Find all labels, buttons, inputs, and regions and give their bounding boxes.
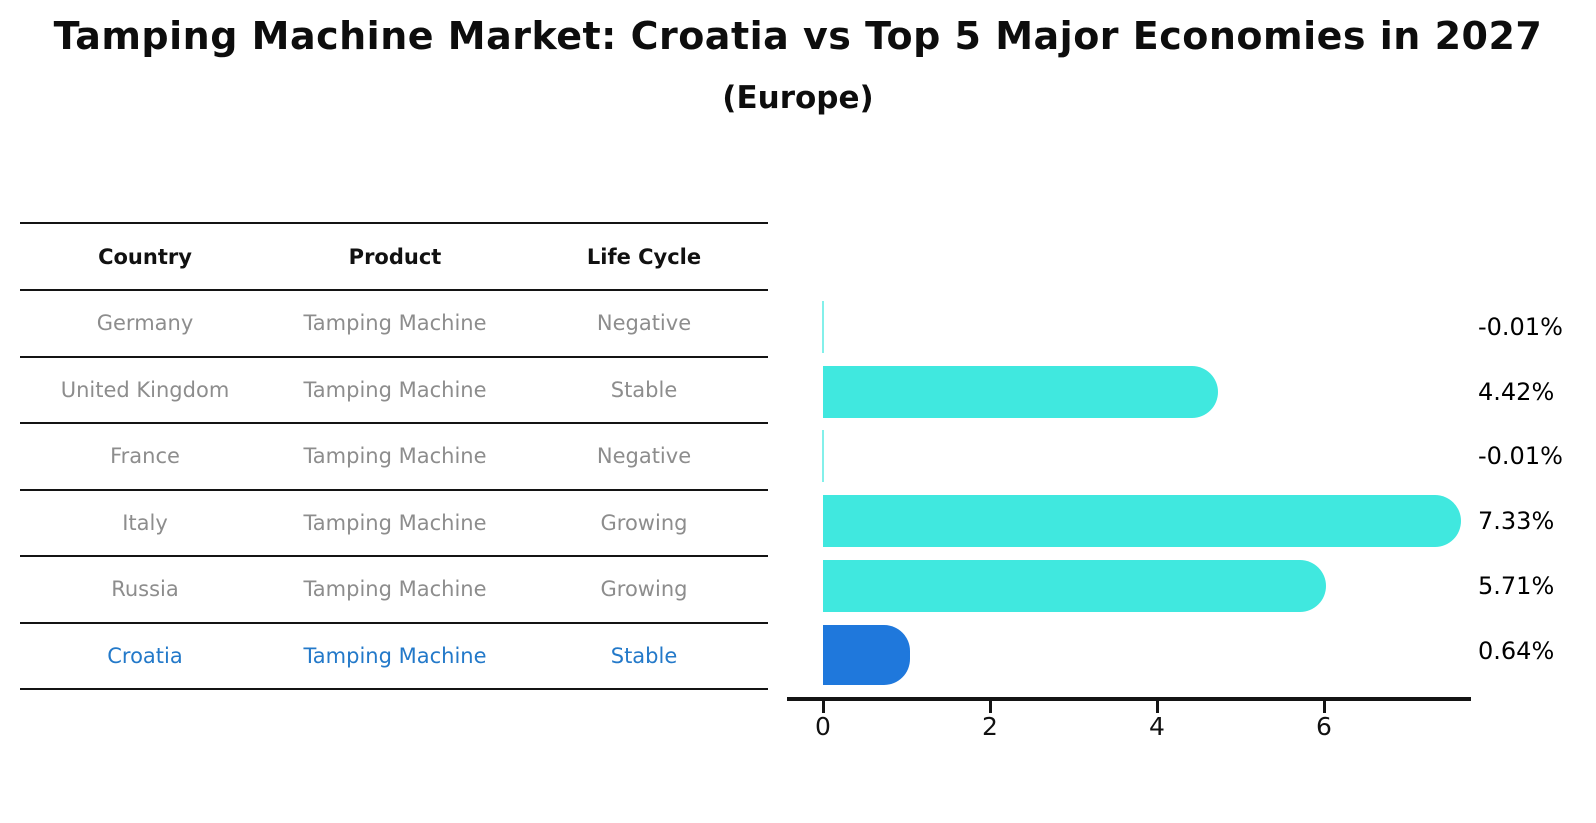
x-axis-tick [1155,701,1159,713]
cell-country: Russia [111,577,179,602]
cell-product: Tamping Machine [303,311,487,336]
cell-life-cycle: Stable [610,377,678,402]
bar-croatia [823,625,911,685]
bar-germany [822,301,824,353]
cell-life-cycle: Negative [596,444,692,469]
x-axis-tick [1322,701,1326,713]
bar-united-kingdom [823,366,1219,418]
bar-russia [823,560,1326,612]
country-table: Country Product Life Cycle Germany Tampi… [20,222,768,690]
cell-product: Tamping Machine [303,377,487,402]
cell-product: Tamping Machine [303,444,487,469]
cell-country: France [110,444,180,469]
bar-italy [823,495,1462,547]
table-row: United Kingdom Tamping Machine Stable [20,358,768,424]
cell-country: Germany [96,311,194,336]
x-axis-tick-label: 2 [982,712,998,741]
chart-subtitle: (Europe) [722,80,874,116]
x-axis-tick [988,701,992,713]
cell-country: United Kingdom [60,377,230,402]
value-label-croatia: 0.64% [1478,637,1555,665]
header-life-cycle: Life Cycle [586,244,702,269]
table-row: France Tamping Machine Negative [20,424,768,491]
table-row-croatia: Croatia Tamping Machine Stable [20,624,768,690]
bar-france [822,430,824,482]
cell-life-cycle: Stable [610,643,678,668]
x-axis-line [787,697,1471,701]
chart-title: Tamping Machine Market: Croatia vs Top 5… [53,14,1543,58]
value-label-germany: -0.01% [1478,313,1563,341]
bar-chart: 0 2 4 6 [787,0,1596,823]
value-label-italy: 7.33% [1478,507,1555,535]
table-row: Italy Tamping Machine Growing [20,491,768,557]
table-row: Russia Tamping Machine Growing [20,557,768,624]
cell-country: Italy [122,510,168,535]
cell-product: Tamping Machine [303,577,487,602]
table-header-row: Country Product Life Cycle [20,224,768,291]
value-label-france: -0.01% [1478,442,1563,470]
cell-life-cycle: Growing [600,510,688,535]
x-axis-tick-label: 4 [1149,712,1165,741]
cell-life-cycle: Growing [600,577,688,602]
cell-product: Tamping Machine [303,643,487,668]
cell-life-cycle: Negative [596,311,692,336]
table-row: Germany Tamping Machine Negative [20,291,768,358]
header-product: Product [348,244,442,269]
x-axis-tick-label: 6 [1316,712,1332,741]
x-axis-tick-label: 0 [815,712,831,741]
header-country: Country [98,244,192,269]
cell-product: Tamping Machine [303,510,487,535]
cell-country: Croatia [107,643,183,668]
x-axis-tick [821,701,825,713]
value-label-united-kingdom: 4.42% [1478,378,1555,406]
value-label-russia: 5.71% [1478,572,1555,600]
